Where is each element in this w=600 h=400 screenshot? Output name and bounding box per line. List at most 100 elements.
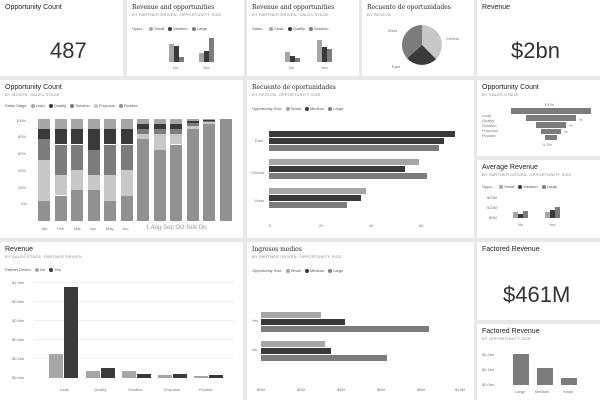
stacked-segment[interactable] — [170, 124, 182, 130]
funnel-bar[interactable] — [511, 108, 591, 114]
bar[interactable] — [523, 211, 528, 218]
region-pie-chart[interactable] — [400, 23, 444, 67]
stacked-segment[interactable] — [203, 121, 215, 123]
stacked-segment[interactable] — [186, 121, 199, 124]
stacked-segment[interactable] — [54, 195, 67, 221]
bar[interactable] — [269, 159, 419, 165]
stacked-segment[interactable] — [71, 129, 83, 145]
stacked-segment[interactable] — [186, 119, 199, 122]
stacked-segment[interactable] — [153, 149, 166, 221]
bar[interactable] — [269, 202, 347, 208]
stacked-segment[interactable] — [104, 129, 116, 145]
stacked-segment[interactable] — [38, 139, 50, 160]
stacked-segment[interactable] — [87, 149, 100, 176]
stacked-column-tile[interactable]: Opportunity Count BY MONTH, SALES STAGE … — [0, 80, 243, 238]
bar[interactable] — [269, 173, 427, 179]
bar[interactable] — [513, 354, 529, 385]
stacked-segment[interactable] — [153, 119, 166, 125]
average-revenue-tile[interactable]: Average Revenue BY PARTNER DRIVEN, OPPOR… — [477, 160, 600, 238]
bar[interactable] — [269, 195, 361, 201]
factored-revenue-chart-tile[interactable]: Factored Revenue BY OPPORTUNITY SIZE $0.… — [477, 324, 600, 400]
bar[interactable] — [269, 145, 439, 151]
region-pie-tile[interactable]: Recuento de oportunidades BY REGION West… — [362, 0, 474, 76]
stacked-segment[interactable] — [120, 170, 133, 196]
stacked-segment[interactable] — [120, 129, 133, 145]
bar[interactable] — [174, 46, 179, 62]
stacked-segment[interactable] — [71, 144, 83, 170]
stacked-segment[interactable] — [153, 124, 166, 130]
stacked-segment[interactable] — [120, 195, 133, 221]
bar[interactable] — [269, 188, 366, 194]
bar[interactable] — [64, 287, 78, 378]
bar[interactable] — [86, 371, 100, 378]
bar[interactable] — [179, 57, 184, 62]
bar[interactable] — [199, 53, 204, 62]
bar[interactable] — [545, 212, 550, 218]
stacked-segment[interactable] — [38, 200, 50, 221]
bar[interactable] — [295, 58, 300, 62]
funnel-bar[interactable] — [536, 122, 566, 128]
stacked-segment[interactable] — [186, 123, 199, 127]
stacked-segment[interactable] — [120, 119, 133, 130]
pie-slice[interactable] — [402, 25, 422, 59]
bar[interactable] — [561, 378, 577, 385]
bar[interactable] — [173, 374, 187, 378]
stacked-segment[interactable] — [120, 144, 133, 170]
average-revenue-bar-tile[interactable]: Ingresos medios BY PARTNER DRIVEN, OPPOR… — [247, 242, 474, 400]
funnel-bar[interactable] — [545, 135, 557, 140]
stacked-segment[interactable] — [170, 134, 182, 145]
stacked-segment[interactable] — [170, 144, 182, 221]
bar[interactable] — [261, 341, 325, 347]
bar[interactable] — [555, 207, 560, 218]
bar[interactable] — [169, 44, 174, 62]
funnel-tile[interactable]: Opportunity Count BY SALES STAGE 100% Le… — [477, 80, 600, 156]
revenue-by-stage-tile[interactable]: Revenue BY SALES STAGE, PARTNER DRIVEN P… — [0, 242, 243, 400]
stacked-segment[interactable] — [38, 129, 50, 140]
stacked-segment[interactable] — [137, 134, 149, 140]
bar[interactable] — [204, 51, 209, 62]
stacked-segment[interactable] — [137, 129, 149, 135]
pie-slice[interactable] — [407, 45, 437, 65]
funnel-bar[interactable] — [526, 115, 576, 121]
stacked-segment[interactable] — [87, 190, 100, 221]
stacked-segment[interactable] — [87, 119, 100, 130]
stacked-segment[interactable] — [71, 190, 83, 221]
bar[interactable] — [261, 319, 345, 325]
stacked-segment[interactable] — [137, 139, 149, 221]
stacked-segment[interactable] — [203, 122, 215, 125]
stacked-segment[interactable] — [203, 120, 215, 122]
bar[interactable] — [49, 354, 63, 378]
stacked-segment[interactable] — [54, 119, 67, 130]
bar[interactable] — [158, 375, 172, 378]
stacked-segment[interactable] — [219, 119, 232, 221]
stacked-segment[interactable] — [104, 144, 116, 176]
partner-stage-chart-tile[interactable]: Revenue and opportunities BY PARTNER DRI… — [247, 0, 359, 76]
bar[interactable] — [518, 214, 523, 218]
stacked-segment[interactable] — [71, 119, 83, 130]
pie-slice[interactable] — [422, 25, 442, 60]
stacked-segment[interactable] — [203, 124, 215, 221]
bar[interactable] — [269, 166, 405, 172]
bar[interactable] — [290, 56, 295, 62]
bar[interactable] — [101, 368, 115, 378]
bar[interactable] — [285, 52, 290, 62]
stacked-segment[interactable] — [87, 175, 100, 191]
bar[interactable] — [269, 131, 455, 137]
opportunity-count-card[interactable]: Opportunity Count 487 — [0, 0, 123, 76]
funnel-bar[interactable] — [541, 129, 561, 134]
bar[interactable] — [550, 210, 555, 218]
stacked-segment[interactable] — [104, 200, 116, 221]
stacked-segment[interactable] — [186, 129, 199, 221]
stacked-segment[interactable] — [186, 126, 199, 130]
stacked-segment[interactable] — [38, 159, 50, 201]
bar[interactable] — [261, 355, 387, 361]
bar[interactable] — [317, 40, 322, 62]
stacked-segment[interactable] — [54, 129, 67, 145]
bar[interactable] — [269, 138, 444, 144]
stacked-segment[interactable] — [104, 119, 116, 130]
bar[interactable] — [122, 371, 136, 378]
stacked-segment[interactable] — [137, 124, 149, 130]
stacked-segment[interactable] — [153, 134, 166, 150]
bar[interactable] — [209, 38, 214, 62]
stacked-segment[interactable] — [170, 129, 182, 135]
